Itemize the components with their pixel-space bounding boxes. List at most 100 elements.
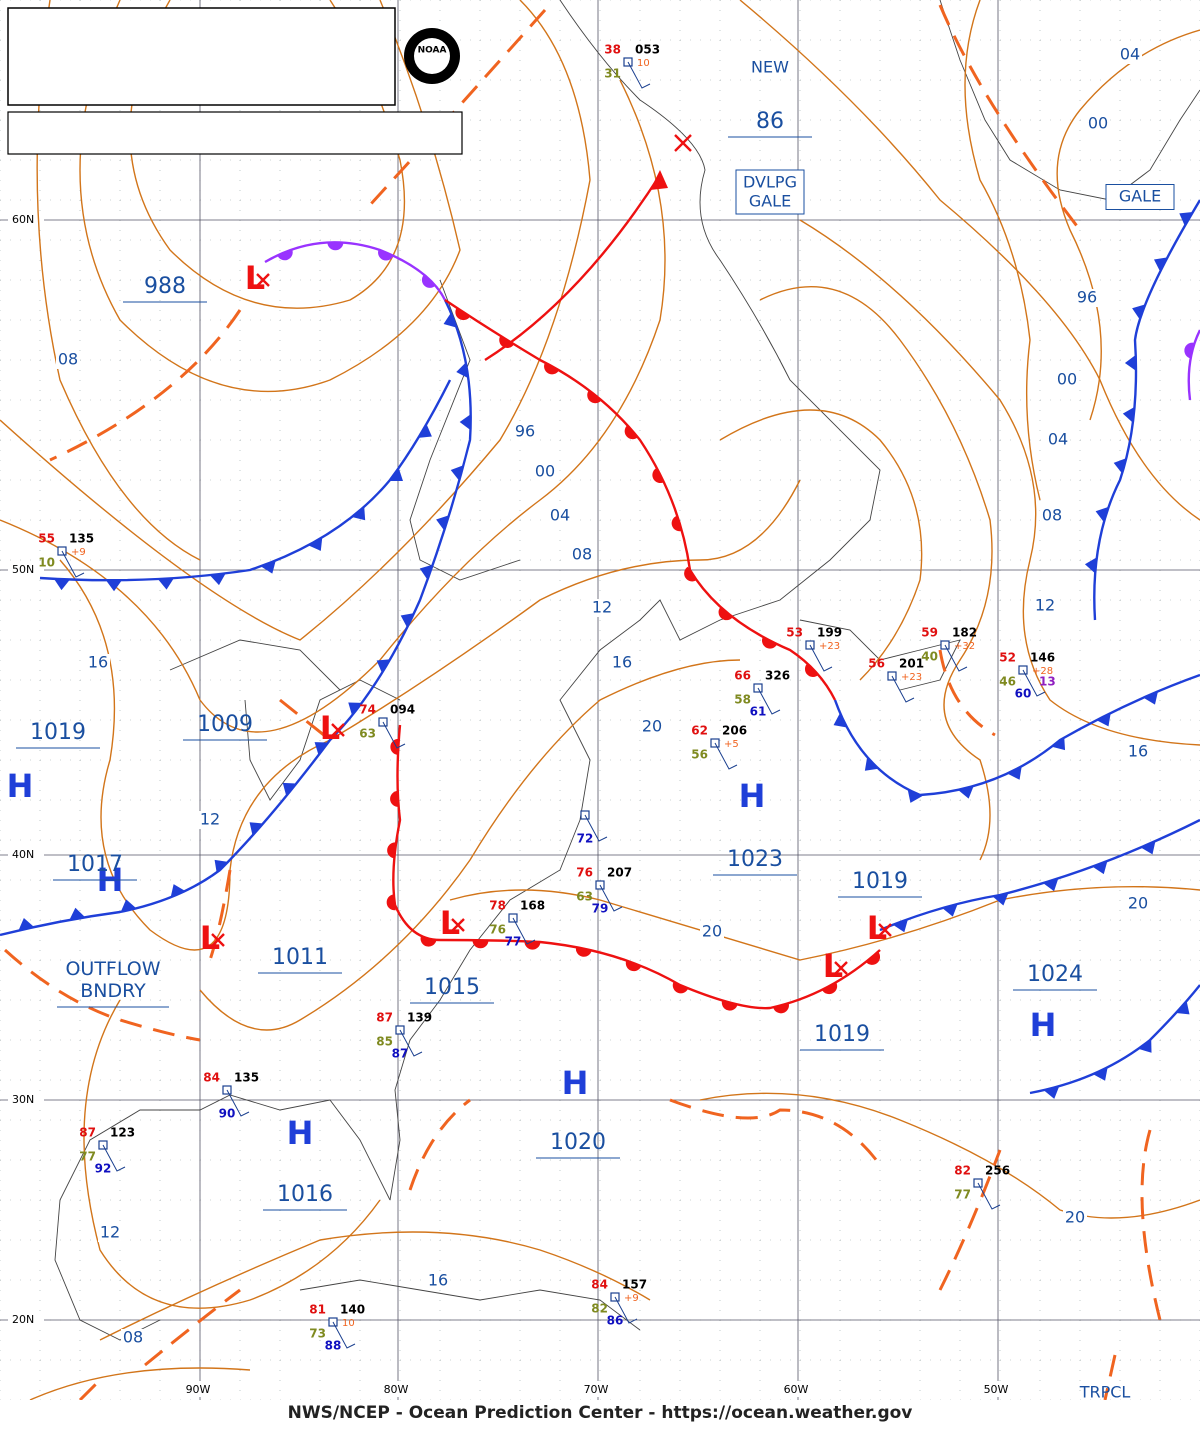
isobar-label-bg [610,654,634,672]
warning-label: DVLPG GALE [743,172,797,210]
front-semicircle [386,894,396,911]
trough [938,1149,1002,1291]
front-semicircle [390,790,399,807]
front-triangle [1113,458,1127,474]
station-pressure: 157 [622,1278,647,1292]
pressure-center: H [562,1064,589,1102]
front-semicircle [327,242,344,251]
storm-track [484,174,662,362]
front-triangle [1153,257,1168,272]
isobar-label: 96 [515,422,535,441]
isobar-label-bg [198,811,222,829]
station-pressure: 135 [234,1071,259,1085]
station-dewpoint: 10 [38,556,55,570]
front-triangle [456,362,469,379]
isobar [719,409,923,681]
station-tendency: +9 [71,547,86,558]
pressure-center: H [7,767,34,805]
isobar-label-bg [1046,431,1070,449]
isobar-label: 96 [1077,288,1097,307]
front-triangle [120,899,137,912]
coastline [54,1094,391,1341]
isobar-label: 20 [702,922,722,941]
trough [3,948,201,1042]
isobar [59,479,801,951]
header-box [7,7,396,106]
isobar [759,286,993,861]
station-dewpoint: 63 [359,727,376,741]
isobar-label: 16 [1128,742,1148,761]
lat-label-box [8,212,44,228]
pressure-center: L [867,909,887,947]
front-triangle [1095,506,1109,523]
station-pressure: 182 [952,626,977,640]
longitude-label: 70W [584,1383,609,1396]
front-triangle [282,782,297,796]
isobar-label-bg [1055,371,1079,389]
central-pressure: 1015 [424,975,480,1000]
pressure-center: H [287,1114,314,1152]
front-semicircle [390,738,399,755]
coastline [939,0,1200,201]
cold-front [833,673,1200,797]
front-triangle [992,892,1009,906]
isobar [0,79,666,733]
isobar [79,0,461,393]
isobar-label: 16 [88,653,108,672]
front-semicircle [421,274,436,288]
central-pressure: 1009 [197,712,253,737]
station-dewpoint: 77 [79,1150,96,1164]
station-pressure: 123 [110,1126,135,1140]
central-pressure: 1016 [277,1182,333,1207]
isobar-label: 20 [642,717,662,736]
station-dewpoint: 85 [376,1035,393,1049]
lat-label-box [8,562,44,578]
warning-box [1105,184,1175,210]
isobar-label-bg [426,1272,450,1290]
station-visibility: 61 [750,705,767,719]
isobar [99,1231,651,1341]
front-triangle [314,742,329,756]
lat-label-box [8,847,44,863]
front-semicircle [773,1003,789,1014]
station-tendency: +23 [901,672,922,683]
warning-label: GALE [1119,187,1161,206]
station-dewpoint: 63 [576,890,593,904]
front-triangle [892,919,908,933]
front-triangle [1138,1039,1152,1053]
cold-front [0,299,472,937]
station-dewpoint: 58 [734,693,751,707]
isobar-label-bg [1040,507,1064,525]
isobar [739,0,1200,521]
front-triangle [260,560,276,574]
isobar-label-bg [548,507,572,525]
forecast-x [674,134,692,152]
wind-barb [61,550,85,578]
isobar [129,0,406,309]
isobar-label-bg [570,546,594,564]
wind-barb [399,1029,423,1057]
station-temp: 62 [691,724,708,738]
isobar-label-bg [1033,597,1057,615]
lon-label-box [578,1381,614,1397]
center-x [256,273,270,287]
isobar-label-bg [513,423,537,441]
latitude-label: 40N [12,848,34,861]
wind-barb [891,675,915,703]
front-semicircle [378,249,394,261]
isobar-label-bg [1086,115,1110,133]
warning-label: NEW [751,58,789,77]
front-semicircle [672,982,689,994]
front-triangle [1140,841,1156,855]
isobar [449,885,1200,961]
coastline [799,619,961,691]
isobar-label: 08 [123,1328,143,1347]
station-temp: 55 [38,532,55,546]
isobar-label: 00 [1057,370,1077,389]
central-pressure: 1019 [30,720,86,745]
isobar-label-bg [1126,895,1150,913]
front-triangle [459,414,471,431]
station-tendency: +28 [1032,666,1053,677]
latitude-label: 60N [12,213,34,226]
